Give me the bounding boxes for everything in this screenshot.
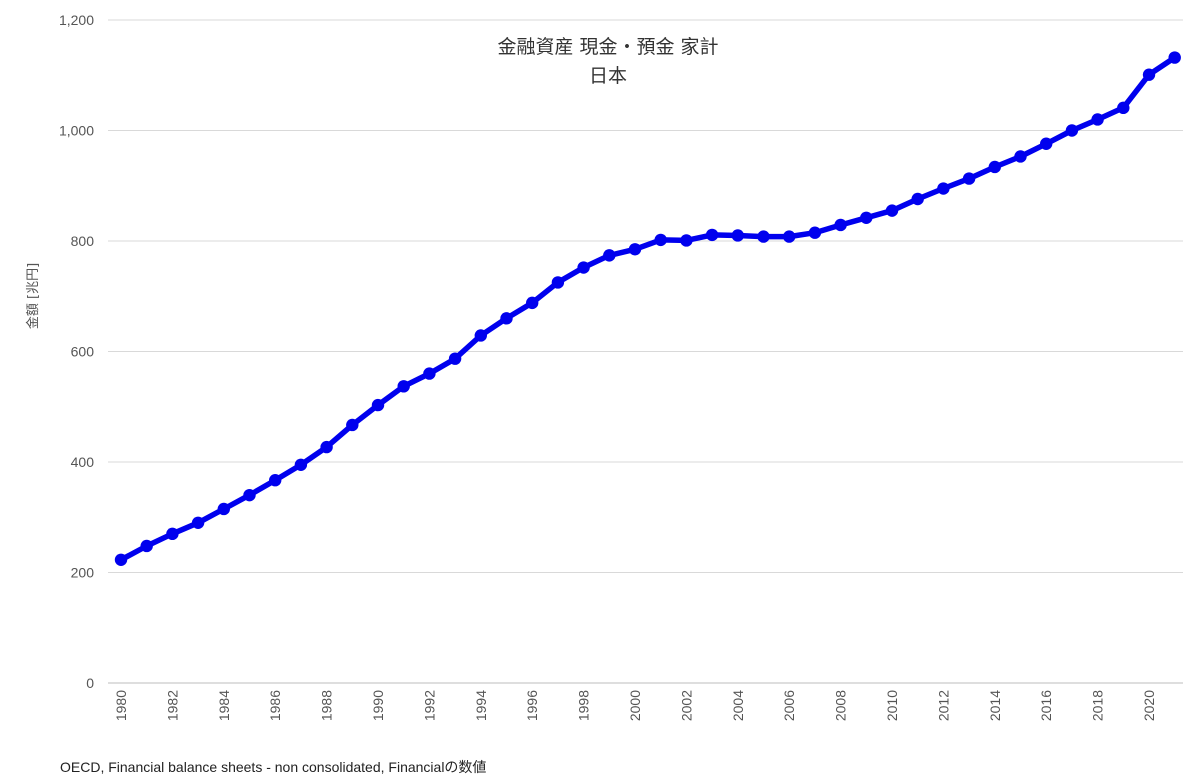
chart-subtitle: 日本 bbox=[589, 65, 627, 87]
data-point bbox=[140, 539, 153, 553]
x-tick-label: 2010 bbox=[884, 690, 900, 721]
data-point bbox=[397, 380, 410, 393]
x-tick-label: 2002 bbox=[678, 690, 694, 721]
y-tick-label: 600 bbox=[71, 344, 95, 360]
y-tick-label: 1,000 bbox=[59, 123, 94, 139]
x-tick-label: 1994 bbox=[473, 690, 489, 721]
y-axis-ticks: 0 200 400 600 800 1,000 1,200 bbox=[59, 12, 94, 691]
x-tick-label: 1992 bbox=[421, 690, 437, 721]
x-tick-label: 2000 bbox=[627, 690, 643, 721]
data-point bbox=[603, 249, 616, 262]
data-point bbox=[474, 329, 487, 342]
data-point bbox=[371, 398, 385, 412]
data-point bbox=[808, 226, 822, 239]
data-point bbox=[834, 218, 847, 232]
data-point bbox=[705, 228, 719, 242]
data-point bbox=[191, 516, 205, 529]
x-axis-ticks: 1980 1982 1984 1986 1988 1990 1992 1994 1996 1998… bbox=[113, 690, 1157, 721]
data-point bbox=[114, 553, 128, 566]
data-point bbox=[962, 172, 976, 185]
data-point bbox=[1142, 68, 1156, 81]
series-layer bbox=[114, 51, 1181, 566]
x-tick-label: 1996 bbox=[524, 690, 540, 721]
data-point bbox=[654, 233, 667, 247]
data-point bbox=[1091, 113, 1104, 126]
y-tick-label: 200 bbox=[71, 565, 95, 581]
data-point bbox=[320, 440, 333, 454]
x-tick-label: 2008 bbox=[833, 690, 849, 721]
data-point bbox=[680, 234, 693, 247]
data-point bbox=[1040, 137, 1053, 150]
data-point bbox=[500, 312, 513, 325]
data-point bbox=[423, 367, 436, 380]
data-point bbox=[885, 204, 899, 217]
data-point bbox=[1065, 124, 1079, 137]
data-point bbox=[1014, 150, 1027, 163]
data-point bbox=[217, 502, 230, 516]
x-tick-label: 1984 bbox=[216, 690, 232, 721]
x-tick-label: 1988 bbox=[319, 690, 335, 721]
data-point bbox=[757, 230, 770, 243]
data-point bbox=[988, 160, 1001, 174]
source-note: OECD, Financial balance sheets - non con… bbox=[60, 759, 487, 775]
data-point bbox=[731, 229, 744, 242]
x-tick-label: 1990 bbox=[370, 690, 386, 721]
data-point bbox=[166, 527, 179, 541]
x-tick-label: 2006 bbox=[781, 690, 797, 721]
y-axis-label: 金額 [兆円] bbox=[25, 263, 41, 329]
x-tick-label: 2018 bbox=[1090, 690, 1106, 721]
x-tick-label: 2016 bbox=[1038, 690, 1054, 721]
y-tick-label: 0 bbox=[86, 675, 94, 691]
data-point bbox=[1117, 101, 1130, 115]
data-point bbox=[269, 474, 282, 487]
data-point bbox=[911, 192, 924, 206]
data-point bbox=[937, 182, 950, 195]
x-tick-label: 2004 bbox=[730, 690, 746, 721]
data-point bbox=[346, 418, 359, 432]
y-tick-label: 800 bbox=[71, 233, 95, 249]
gridlines bbox=[108, 19, 1183, 684]
y-tick-label: 400 bbox=[71, 454, 95, 470]
data-point bbox=[526, 296, 539, 310]
data-point bbox=[243, 488, 256, 502]
x-tick-label: 2020 bbox=[1141, 690, 1157, 721]
x-tick-label: 1982 bbox=[164, 690, 180, 721]
data-point bbox=[1168, 51, 1181, 64]
data-point bbox=[551, 276, 565, 289]
x-tick-label: 1980 bbox=[113, 690, 129, 721]
data-point bbox=[448, 352, 462, 365]
data-point bbox=[628, 243, 642, 256]
x-tick-label: 1998 bbox=[576, 690, 592, 721]
data-point bbox=[783, 230, 796, 243]
data-point bbox=[294, 458, 308, 471]
x-tick-label: 2014 bbox=[987, 690, 1003, 721]
x-tick-label: 2012 bbox=[935, 690, 951, 721]
data-point bbox=[860, 211, 873, 224]
y-tick-label: 1,200 bbox=[59, 12, 94, 28]
x-tick-label: 1986 bbox=[267, 690, 283, 721]
data-point bbox=[577, 261, 590, 274]
chart-title: 金融資産 現金・預金 家計 bbox=[497, 36, 718, 58]
